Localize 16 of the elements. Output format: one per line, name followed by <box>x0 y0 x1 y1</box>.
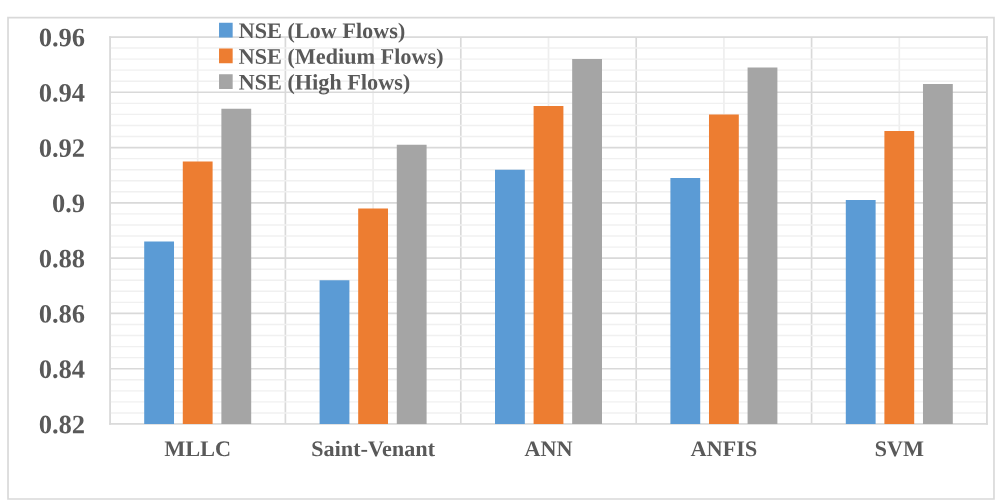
y-tick-label: 0.84 <box>39 360 85 379</box>
x-tick-label: SVM <box>875 441 924 457</box>
x-tick-label: MLLC <box>164 441 230 457</box>
y-tick-label: 0.96 <box>39 28 85 47</box>
x-tick-label: Saint-Venant <box>312 440 435 457</box>
y-tick-label: 0.88 <box>39 249 85 268</box>
legend-label: NSE (Low Flows) <box>239 22 405 43</box>
y-tick-label: 0.94 <box>39 83 85 102</box>
y-tick-label: 0.9 <box>53 194 85 213</box>
x-tick-label: ANN <box>524 441 573 457</box>
x-tick-label: ANFIS <box>690 441 757 457</box>
legend-label: NSE (High Flows) <box>239 74 410 95</box>
y-tick-label: 0.86 <box>39 305 85 323</box>
y-tick-label: 0.92 <box>39 139 84 158</box>
legend-label: NSE (Medium Flows) <box>239 48 443 69</box>
y-tick-label: 0.82 <box>39 415 84 434</box>
